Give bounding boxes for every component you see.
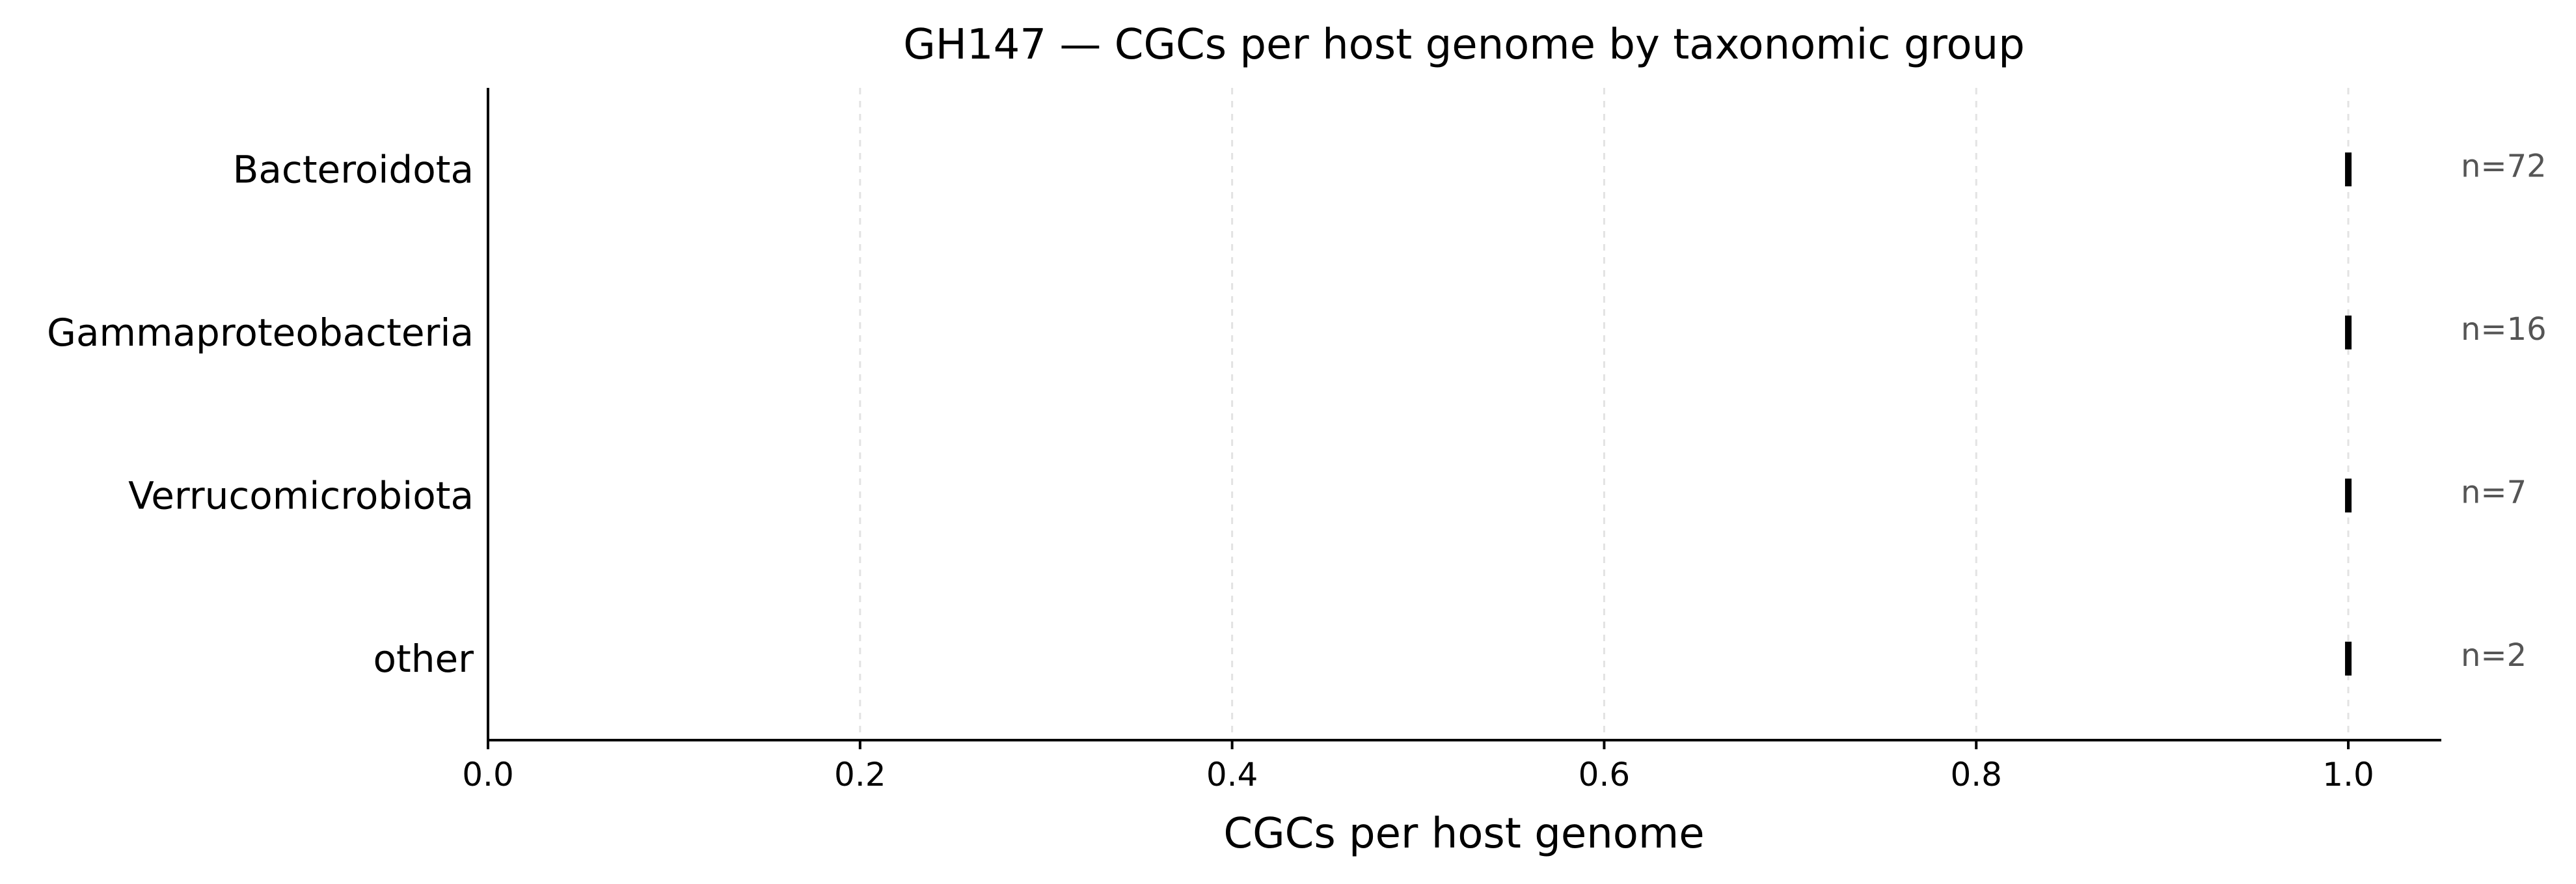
- y-axis-ticks: Bacteroidota Gammaproteobacteria Verrucomi…: [47, 147, 474, 681]
- chart-title: GH147 — CGCs per host genome by taxonomi…: [903, 21, 2025, 69]
- y-tick-label: other: [373, 637, 474, 681]
- x-tick-label: 0.6: [1579, 756, 1631, 794]
- count-label: n=7: [2461, 474, 2527, 510]
- x-tick-label: 0.8: [1950, 756, 2002, 794]
- y-tick-label: Bacteroidota: [233, 147, 474, 191]
- y-tick-label: Verrucomicrobiota: [128, 473, 474, 518]
- x-axis-ticks: 0.0 0.2 0.4 0.6 0.8 1.0: [462, 740, 2374, 794]
- x-tick-label: 0.2: [834, 756, 886, 794]
- x-tick-label: 0.4: [1206, 756, 1258, 794]
- count-label: n=72: [2461, 148, 2547, 184]
- grid: [859, 88, 2350, 740]
- count-label: n=2: [2461, 637, 2527, 674]
- count-labels: n=72 n=16 n=7 n=2: [2461, 148, 2547, 674]
- x-tick-label: 1.0: [2322, 756, 2374, 794]
- x-tick-label: 0.0: [462, 756, 514, 794]
- y-tick-label: Gammaproteobacteria: [47, 311, 474, 355]
- count-label: n=16: [2461, 311, 2547, 348]
- x-axis-label: CGCs per host genome: [1223, 810, 1704, 858]
